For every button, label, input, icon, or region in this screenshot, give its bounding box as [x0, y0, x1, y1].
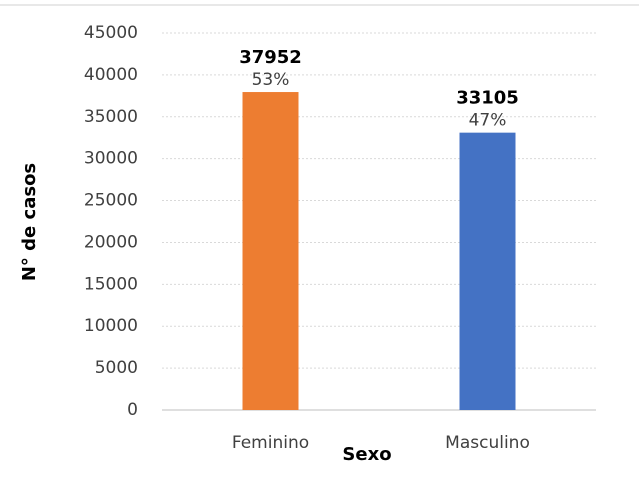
y-axis-title: N° de casos [19, 163, 40, 281]
y-tick-label: 5000 [95, 358, 138, 378]
x-axis-title: Sexo [342, 444, 391, 465]
bar [242, 92, 299, 411]
y-tick-label: 40000 [84, 65, 138, 85]
y-tick-label: 15000 [84, 274, 138, 294]
y-tick-label: 20000 [84, 232, 138, 252]
y-tick-label: 35000 [84, 107, 138, 127]
percent-label: 53% [252, 70, 290, 90]
x-tick-label: Masculino [445, 433, 530, 453]
y-tick-label: 25000 [84, 191, 138, 211]
y-tick-label: 30000 [84, 149, 138, 169]
bar [459, 132, 516, 410]
x-tick-label: Feminino [232, 433, 309, 453]
percent-label: 47% [469, 111, 507, 131]
y-tick-label: 10000 [84, 316, 138, 336]
value-label: 37952 [239, 47, 302, 68]
y-tick-label: 0 [127, 400, 138, 420]
value-label: 33105 [456, 88, 519, 109]
y-tick-label: 45000 [84, 23, 138, 43]
